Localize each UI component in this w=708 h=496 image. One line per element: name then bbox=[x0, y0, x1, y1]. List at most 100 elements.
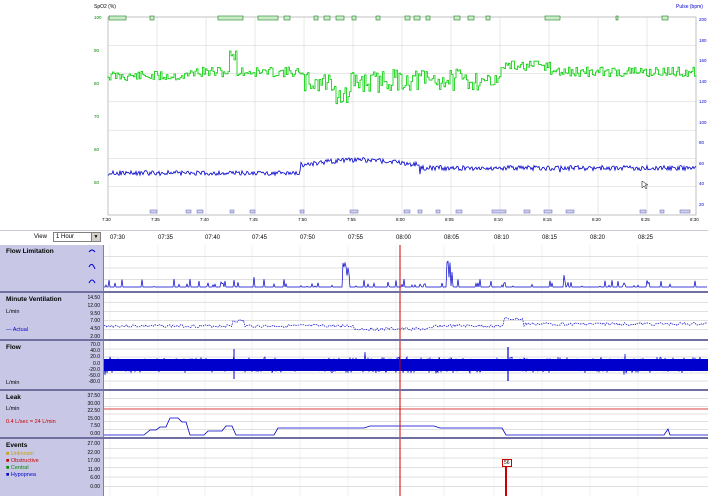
panel-divider[interactable] bbox=[0, 339, 708, 341]
flow-limitation-trace bbox=[104, 260, 707, 289]
spo2-trace bbox=[107, 50, 697, 105]
legend-central: ■ Central bbox=[6, 465, 39, 472]
overview-event-bar bbox=[523, 209, 531, 214]
overview-event-bar bbox=[661, 15, 669, 21]
y-axis-tick: 15.00 bbox=[87, 415, 100, 422]
flow-limitation-title: Flow Limitation bbox=[6, 248, 54, 255]
pulse-trace bbox=[107, 156, 697, 177]
overview-time-tick: 7:40 bbox=[200, 217, 209, 222]
spo2-tick-label: 50 bbox=[94, 180, 100, 185]
view-label: View bbox=[34, 234, 47, 240]
y-axis-tick: 4.50 bbox=[90, 326, 100, 333]
overview-event-bar bbox=[257, 15, 279, 21]
overview-event-bar bbox=[659, 209, 665, 214]
pulse-tick-label: 160 bbox=[699, 58, 707, 63]
flow-trace bbox=[104, 351, 708, 376]
overview-time-tick: 7:50 bbox=[298, 217, 307, 222]
overview-time-tick: 8:20 bbox=[592, 217, 601, 222]
events-label-area: Events ■ Unknown ■ Obstructive ■ Central… bbox=[0, 439, 104, 496]
time-navigation-bar: View 1 Hour ▼ 07:30 07:35 07:40 07:45 07:50 0… bbox=[0, 230, 708, 245]
overview-event-bar bbox=[435, 209, 441, 214]
event-marker-label[interactable]: 56 bbox=[502, 459, 512, 467]
view-range-value: 1 Hour bbox=[56, 234, 75, 240]
legend-hypopnea-label: Hypopnea bbox=[10, 472, 36, 478]
leak-threshold-label: 0.4 L/sec = 24 L/min bbox=[6, 419, 56, 425]
flow-limitation-panel: Flow Limitation bbox=[0, 245, 708, 291]
overview-event-bar bbox=[375, 15, 381, 21]
flow-plot[interactable] bbox=[104, 341, 708, 389]
leak-plot[interactable] bbox=[104, 391, 708, 437]
timebar-tick: 07:40 bbox=[205, 235, 221, 241]
timebar-tick: 08:00 bbox=[396, 235, 412, 241]
leak-panel: Leak L/min 0.4 L/sec = 24 L/min 37.50 30.… bbox=[0, 391, 708, 437]
chevron-down-icon[interactable]: ▼ bbox=[91, 233, 100, 241]
y-axis-tick: 0.00 bbox=[90, 483, 100, 490]
panel-divider[interactable] bbox=[0, 291, 708, 293]
overview-event-bar bbox=[149, 15, 155, 21]
minute-ventilation-label-area: Minute Ventilation L/min — Actual 14.50 1… bbox=[0, 293, 104, 340]
overview-event-bar bbox=[217, 15, 244, 21]
y-axis-tick: 12.00 bbox=[87, 302, 100, 309]
mouse-cursor-icon bbox=[641, 180, 649, 190]
y-axis-tick: 20.0 bbox=[90, 354, 100, 361]
minute-ventilation-panel: Minute Ventilation L/min — Actual 14.50 1… bbox=[0, 293, 708, 340]
y-axis-tick: 2.00 bbox=[90, 334, 100, 340]
overview-event-bar bbox=[425, 15, 431, 21]
flow-shape-icons bbox=[88, 249, 96, 284]
overview-event-bar bbox=[229, 209, 235, 214]
leak-trace bbox=[104, 417, 708, 436]
unknown-icon: ■ bbox=[6, 451, 10, 457]
y-axis-tick: 7.00 bbox=[90, 318, 100, 325]
timebar-tick: 08:25 bbox=[638, 235, 654, 241]
timebar-tick: 08:10 bbox=[494, 235, 510, 241]
y-axis-tick: 22.50 bbox=[87, 408, 100, 414]
overview-event-bar bbox=[196, 209, 204, 214]
pulse-tick-label: 100 bbox=[699, 119, 707, 125]
panel-divider[interactable] bbox=[0, 437, 708, 439]
events-panel: Events ■ Unknown ■ Obstructive ■ Central… bbox=[0, 439, 708, 496]
y-axis-tick: 6.00 bbox=[90, 475, 100, 481]
overview-event-bar bbox=[491, 209, 507, 214]
y-axis-tick: -80.0 bbox=[88, 379, 100, 386]
minute-ventilation-plot[interactable] bbox=[104, 293, 708, 339]
overview-time-tick: 8:15 bbox=[543, 217, 552, 222]
overview-event-bar bbox=[639, 209, 647, 214]
flow-label-area: Flow L/min 70.0 40.0 20.0 0.0 -20.0 -50.0 -80.… bbox=[0, 341, 104, 389]
overview-event-bar bbox=[615, 15, 619, 21]
overview-chart[interactable]: SpO2 (%) Pulse (bpm) 100 90 80 70 60 50 200 18… bbox=[0, 0, 708, 228]
overview-event-bar bbox=[404, 15, 411, 21]
view-range-select[interactable]: 1 Hour ▼ bbox=[53, 232, 101, 242]
timebar-tick: 07:35 bbox=[158, 235, 174, 241]
y-axis-tick: -20.0 bbox=[88, 366, 100, 373]
minute-ventilation-legend: — Actual bbox=[6, 327, 29, 333]
legend-obstructive-label: Obstructive bbox=[10, 458, 39, 464]
y-axis-tick: 22.00 bbox=[87, 449, 100, 456]
overview-event-bar bbox=[149, 209, 158, 214]
legend-hypopnea: ■ Hypopnea bbox=[6, 472, 39, 479]
overview-time-tick: 8:25 bbox=[641, 217, 650, 222]
y-axis-tick: 30.00 bbox=[87, 400, 100, 407]
events-plot[interactable]: 56 bbox=[104, 439, 708, 496]
minute-ventilation-legend-text: Actual bbox=[12, 327, 29, 333]
overview-event-bar bbox=[413, 15, 421, 21]
overview-event-bar bbox=[455, 209, 463, 214]
pulse-tick-label: 60 bbox=[699, 160, 705, 166]
minute-ventilation-title: Minute Ventilation bbox=[6, 296, 62, 303]
y-axis-tick: 7.50 bbox=[90, 423, 100, 429]
pulse-tick-label: 120 bbox=[699, 99, 707, 104]
obstructive-icon: ■ bbox=[6, 458, 10, 464]
overview-event-bar bbox=[679, 209, 691, 214]
timebar-tick: 07:55 bbox=[348, 235, 364, 241]
flow-limitation-plot[interactable] bbox=[104, 245, 708, 291]
overview-event-bar bbox=[453, 15, 461, 21]
y-axis-tick: 0.0 bbox=[93, 360, 100, 367]
pulse-tick-label: 40 bbox=[699, 181, 705, 186]
overview-event-bar bbox=[349, 209, 359, 214]
legend-unknown-label: Unknown bbox=[10, 451, 34, 457]
pulse-tick-label: 20 bbox=[699, 201, 705, 207]
panel-divider[interactable] bbox=[0, 389, 708, 391]
spo2-tick-label: 90 bbox=[94, 48, 100, 53]
y-axis-tick: 0.00 bbox=[90, 430, 100, 437]
overview-event-bar bbox=[544, 15, 561, 21]
spo2-tick-label: 100 bbox=[94, 15, 102, 20]
